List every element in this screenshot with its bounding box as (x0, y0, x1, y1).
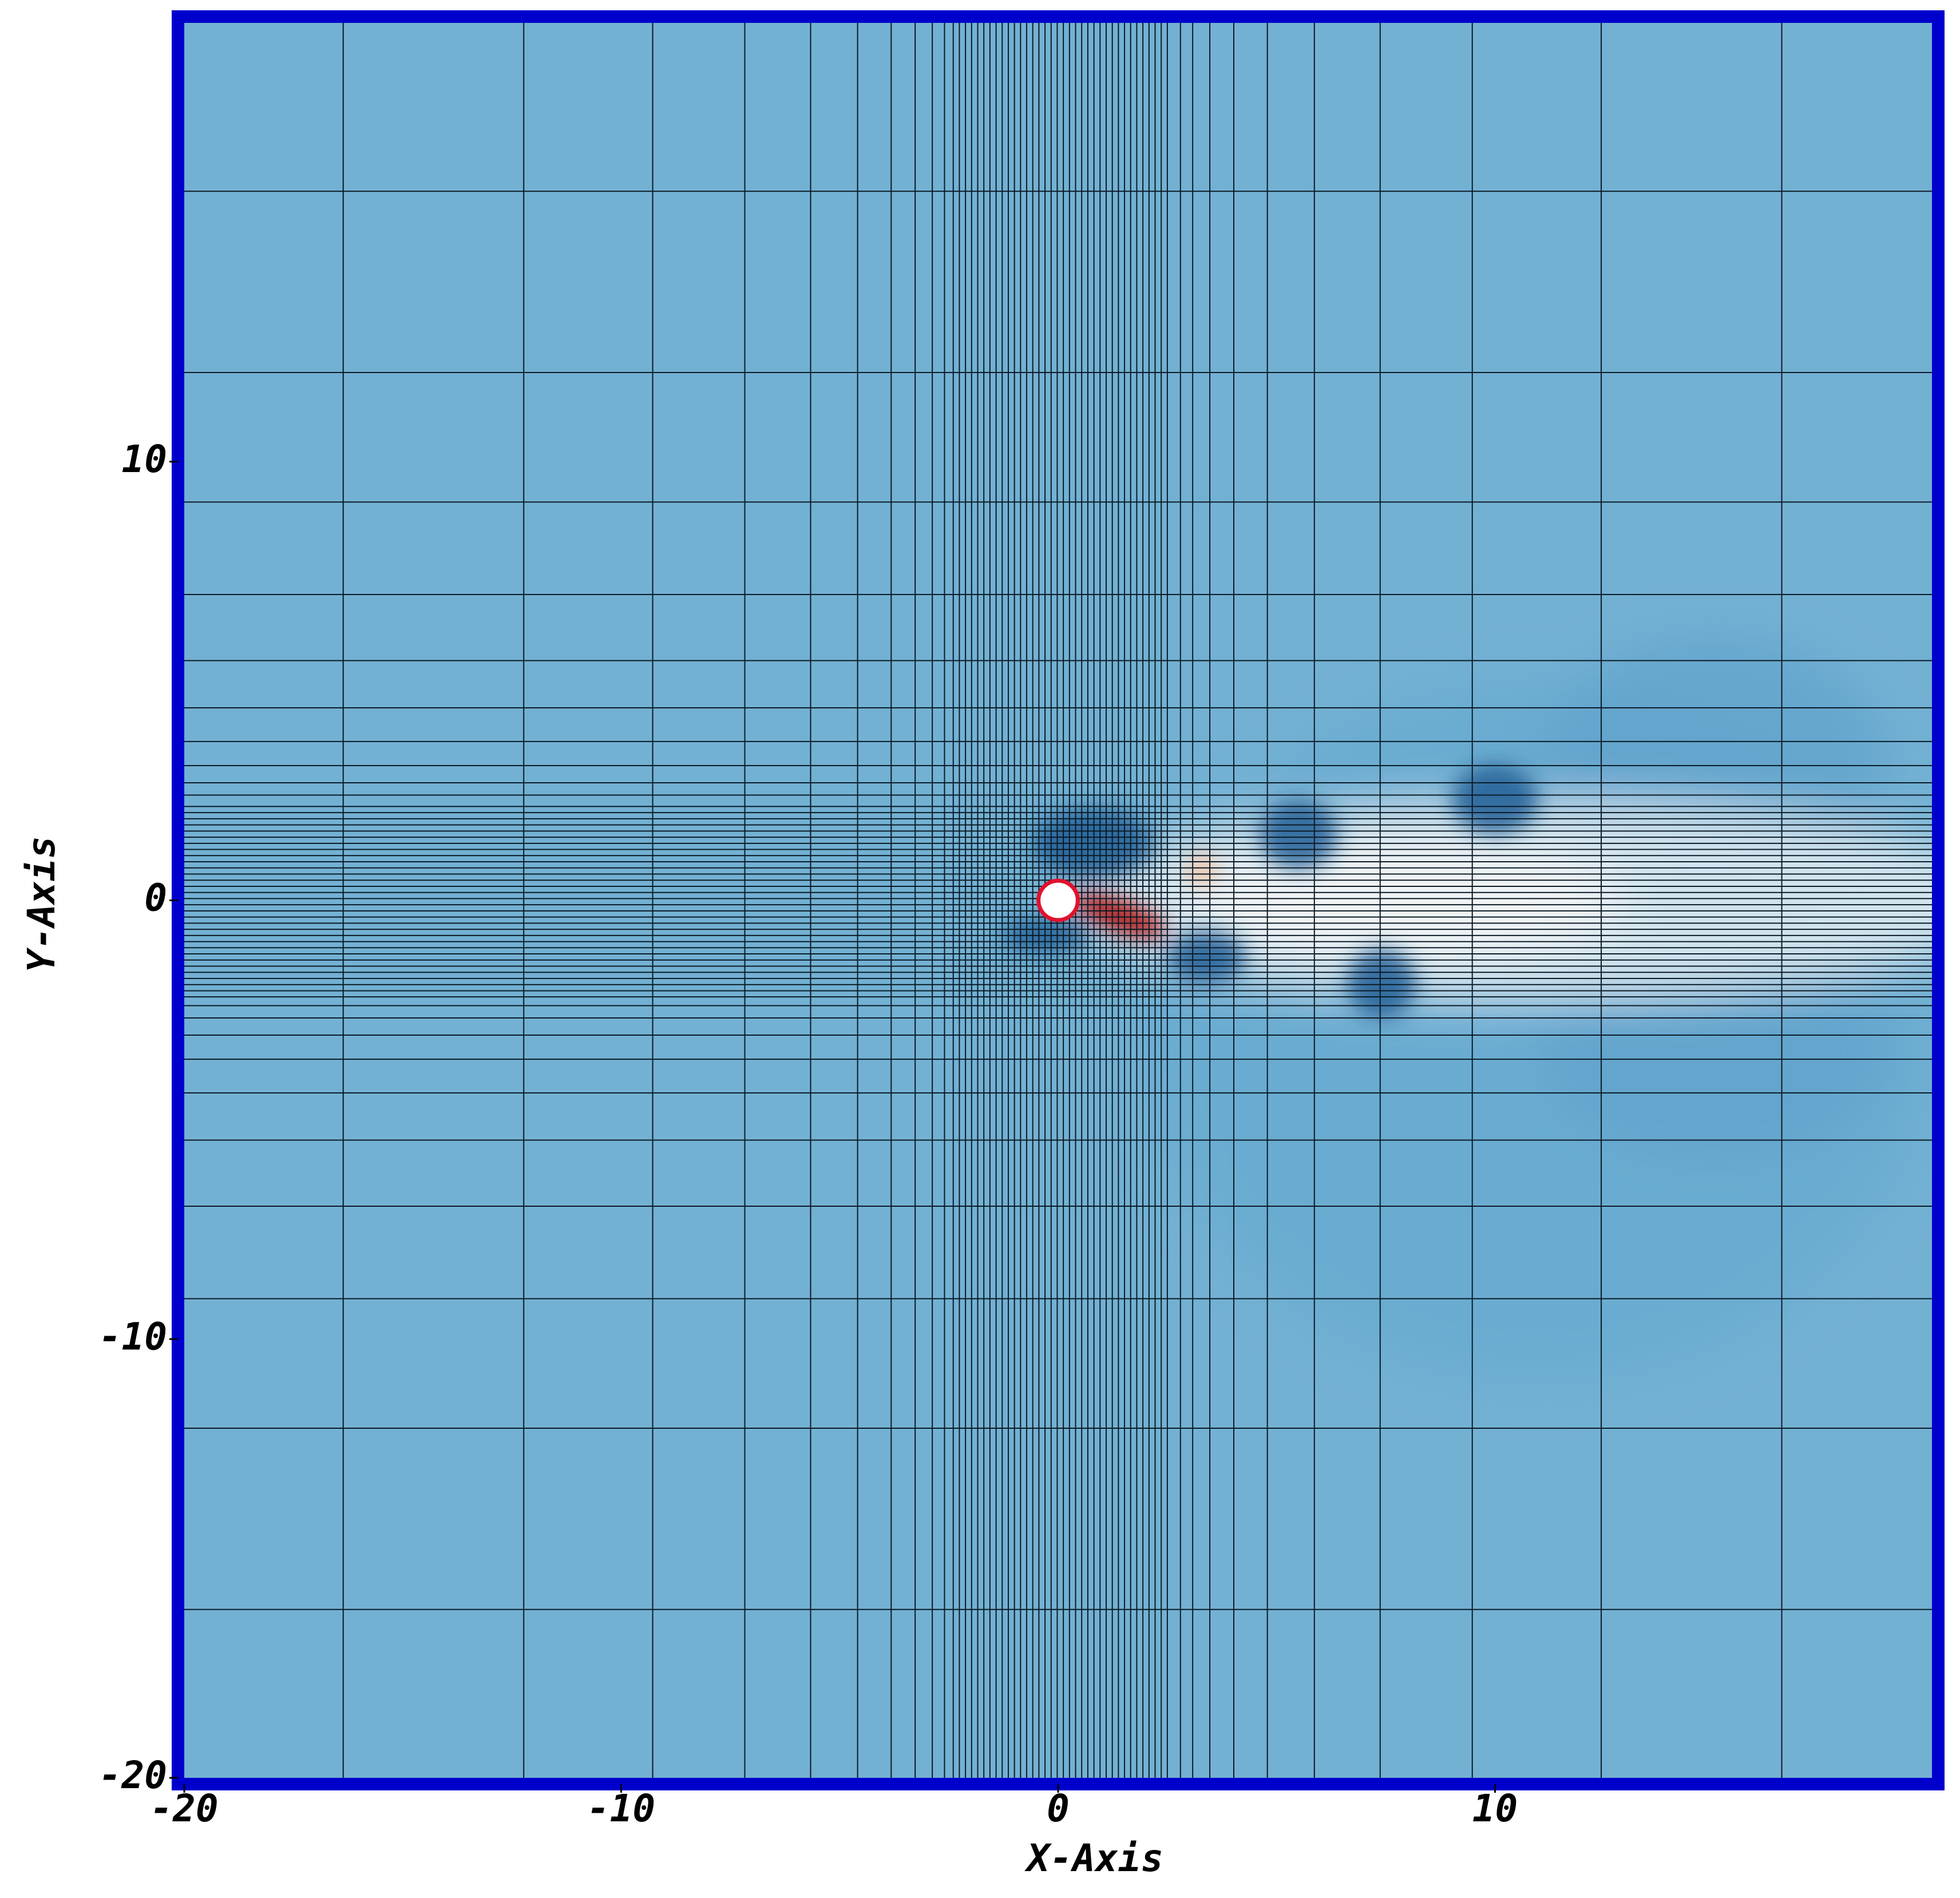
vortex (1167, 931, 1246, 984)
y-tick-label: -20 (99, 1753, 167, 1797)
field (184, 23, 1932, 1778)
overlay: -20 -10 0 10 -20 -10 0 10 (99, 10, 1945, 1830)
cylinder (1036, 878, 1080, 922)
x-tick-label: 0 (1047, 1786, 1070, 1830)
vortex-warm (1189, 852, 1215, 887)
y-tick-label: 0 (144, 876, 167, 920)
x-tick-label: -10 (587, 1786, 655, 1830)
wake (1189, 839, 1626, 962)
mesh (184, 23, 1932, 1778)
flow-region (1538, 944, 1888, 1164)
vortex (1259, 799, 1338, 870)
x-axis-title: X-Axis (1024, 1836, 1163, 1880)
vortex (1451, 764, 1539, 835)
y-axis-title: Y-Axis (19, 836, 64, 972)
x-tick-label: -20 (150, 1786, 218, 1830)
x-tick-label: 10 (1472, 1786, 1518, 1830)
y-tick-label: 10 (122, 437, 167, 481)
vortex (1346, 948, 1417, 1019)
y-tick-label: -10 (99, 1314, 167, 1358)
